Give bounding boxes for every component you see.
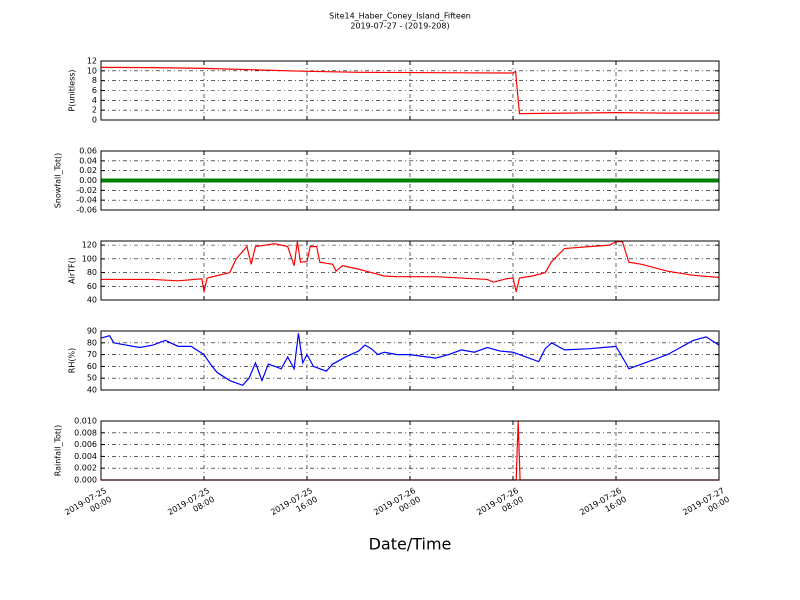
plot-frame bbox=[100, 330, 720, 391]
y-tick-label: 40 bbox=[87, 386, 97, 395]
y-tick-label: 120 bbox=[82, 241, 97, 250]
data-line bbox=[100, 333, 720, 386]
y-tick-label: 10 bbox=[87, 66, 97, 75]
y-tick-label: 0.04 bbox=[79, 156, 97, 165]
y-tick-label: 0.004 bbox=[74, 452, 97, 461]
y-tick-label: 50 bbox=[87, 374, 97, 383]
y-tick-label: -0.06 bbox=[76, 206, 97, 215]
y-tick-label: 0.02 bbox=[79, 166, 97, 175]
y-tick-label: -0.04 bbox=[76, 196, 97, 205]
y-tick-label: 60 bbox=[87, 282, 97, 291]
y-axis-label: Rainfall_Tot() bbox=[54, 425, 63, 477]
y-tick-label: 6 bbox=[92, 86, 97, 95]
y-tick-label: 8 bbox=[92, 76, 97, 85]
y-tick-label: 0.010 bbox=[74, 417, 97, 426]
y-tick-label: 0.06 bbox=[79, 147, 97, 156]
y-tick-label: 0.002 bbox=[74, 464, 97, 473]
y-tick-label: 0 bbox=[92, 116, 97, 125]
plot-frame bbox=[100, 420, 720, 481]
y-tick-label: 0.008 bbox=[74, 428, 97, 437]
y-tick-label: 2 bbox=[92, 106, 97, 115]
y-tick-label: 0.000 bbox=[74, 476, 97, 485]
y-tick-label: 80 bbox=[87, 338, 97, 347]
plot-frame bbox=[100, 240, 720, 301]
plot-frame bbox=[100, 150, 720, 211]
y-tick-label: 70 bbox=[87, 350, 97, 359]
data-line bbox=[101, 241, 720, 292]
y-tick-label: 60 bbox=[87, 362, 97, 371]
chart-title: Site14_Haber_Coney_Island_Fifteen bbox=[329, 12, 471, 21]
x-axis-label: Date/Time bbox=[369, 535, 452, 554]
y-tick-label: 90 bbox=[87, 327, 97, 336]
data-line bbox=[100, 66, 719, 115]
y-axis-label: RH(%) bbox=[68, 348, 77, 373]
y-axis-label: AirTF() bbox=[68, 257, 77, 284]
y-tick-label: 40 bbox=[87, 296, 97, 305]
chart-subtitle: 2019-07-27 - (2019-208) bbox=[350, 22, 449, 31]
y-tick-label: 12 bbox=[87, 57, 97, 66]
y-tick-label: 80 bbox=[87, 268, 97, 277]
y-tick-label: 0.006 bbox=[74, 440, 97, 449]
y-tick-label: 4 bbox=[92, 96, 97, 105]
y-tick-label: 100 bbox=[82, 254, 97, 263]
y-axis-label: P(unitless) bbox=[68, 69, 77, 111]
y-axis-label: Snowfall_Tot() bbox=[54, 153, 63, 209]
plot-frame bbox=[100, 60, 720, 121]
y-tick-label: -0.02 bbox=[76, 186, 97, 195]
y-tick-label: 0.00 bbox=[79, 176, 97, 185]
